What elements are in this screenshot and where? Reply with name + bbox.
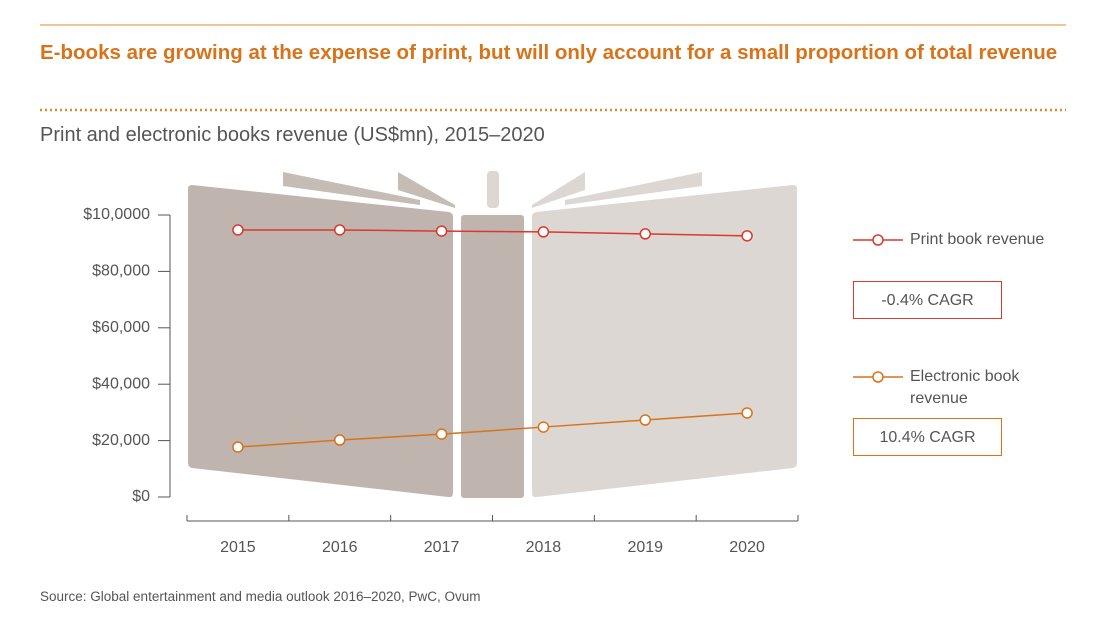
point: [334, 224, 346, 236]
x-tick-label: 2020: [729, 539, 765, 556]
title: E-books are growing at the expense of pr…: [40, 41, 1058, 64]
point: [435, 428, 448, 440]
cagr-box: 10.4% CAGR: [853, 418, 1002, 456]
y-tick-label: $20,000: [92, 432, 150, 449]
x-tick-label: 2018: [526, 539, 562, 556]
point: [537, 226, 550, 238]
y-tick-label: $10,0000: [83, 206, 150, 223]
x-tick-label: 2019: [627, 539, 663, 556]
point: [435, 225, 448, 237]
cagr-box: -0.4% CAGR: [853, 281, 1002, 319]
x-tick-label: 2016: [322, 539, 358, 556]
legend-label: Electronic book revenue: [910, 368, 1020, 407]
legend-marker: [872, 371, 884, 383]
point: [334, 434, 346, 446]
y-tick-label: $0: [132, 488, 150, 505]
y-tick-label: $40,000: [92, 375, 150, 392]
series-line: [237, 412, 748, 448]
series-line: [237, 229, 748, 237]
point: [537, 421, 550, 433]
subtitle: Print and electronic books revenue (US$m…: [40, 124, 545, 146]
source: Source: Global entertainment and media o…: [40, 589, 481, 604]
y-tick-label: $80,000: [92, 263, 150, 280]
legend-label: Print book revenue: [910, 231, 1045, 248]
point: [639, 228, 651, 240]
point: [639, 414, 651, 426]
point: [232, 224, 244, 236]
x-tick-label: 2017: [424, 539, 460, 556]
book-illustration: [188, 171, 797, 498]
point: [741, 230, 753, 242]
x-tick-label: 2015: [220, 539, 256, 556]
point: [232, 441, 244, 453]
point: [741, 407, 753, 419]
legend-marker: [872, 234, 884, 246]
y-tick-label: $60,000: [92, 319, 150, 336]
